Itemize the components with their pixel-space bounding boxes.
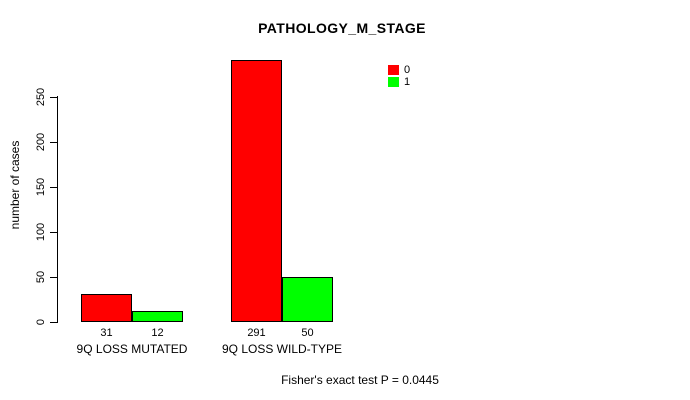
bar-value-label: 31: [100, 327, 113, 339]
y-tick-label: 100: [35, 222, 47, 242]
bar-0: [231, 60, 282, 322]
bar-1: [282, 277, 333, 322]
y-tick-mark: [50, 97, 57, 98]
fisher-test-caption: Fisher's exact test P = 0.0445: [281, 373, 439, 387]
y-tick-label: 50: [35, 270, 47, 284]
bar-value-label: 291: [247, 327, 266, 339]
legend-swatch-icon: [388, 65, 399, 75]
y-tick-label: 250: [35, 87, 47, 107]
bar-1: [132, 311, 183, 322]
legend-swatch-icon: [388, 77, 399, 87]
y-tick-mark: [50, 277, 57, 278]
legend-label: 0: [404, 64, 411, 76]
y-tick-label: 0: [35, 318, 47, 326]
category-label: 9Q LOSS MUTATED: [76, 342, 188, 356]
bar-0: [81, 294, 132, 322]
y-tick-mark: [50, 142, 57, 143]
legend-row: 0: [388, 64, 411, 76]
y-axis-line: [57, 96, 58, 323]
y-tick-label: 150: [35, 177, 47, 197]
y-tick-label: 200: [35, 132, 47, 152]
bar-value-label: 50: [301, 327, 314, 339]
category-label: 9Q LOSS WILD-TYPE: [221, 342, 343, 356]
bar-value-label: 12: [151, 327, 164, 339]
chart-title: PATHOLOGY_M_STAGE: [258, 20, 426, 36]
y-tick-mark: [50, 187, 57, 188]
y-axis-label: number of cases: [8, 140, 22, 230]
y-tick-mark: [50, 322, 57, 323]
legend-row: 1: [388, 76, 411, 88]
legend-label: 1: [404, 76, 411, 88]
y-tick-mark: [50, 232, 57, 233]
